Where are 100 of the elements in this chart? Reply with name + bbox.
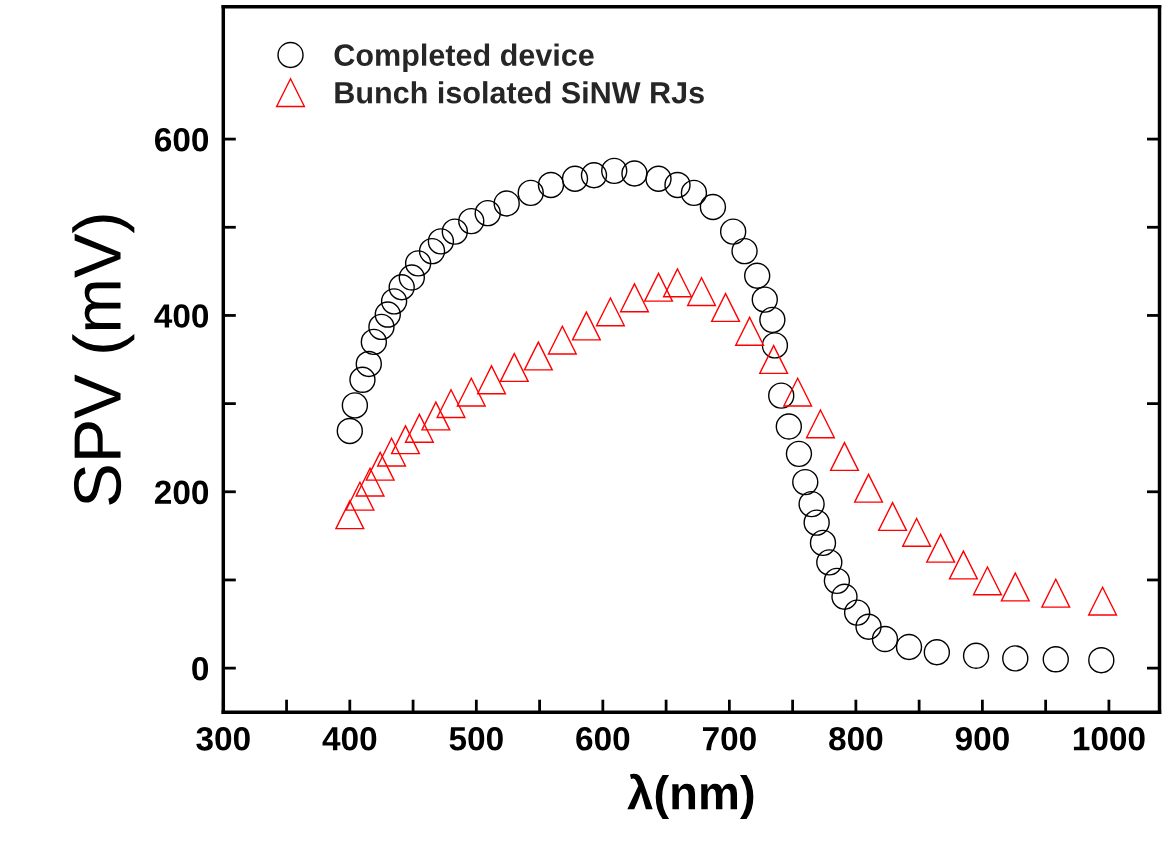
y-tick-label: 600 — [155, 127, 209, 152]
point — [843, 599, 871, 626]
point — [643, 272, 674, 302]
point — [621, 160, 648, 187]
point — [877, 501, 908, 532]
point — [664, 171, 691, 199]
y-tick-label: 200 — [154, 480, 209, 505]
point — [855, 613, 882, 640]
point — [390, 425, 421, 455]
point — [699, 193, 727, 221]
x-tick-label: 800 — [829, 726, 883, 751]
x-tick-label: 700 — [702, 726, 756, 751]
point — [719, 218, 747, 245]
point — [831, 583, 858, 610]
y-axis-title: SPV (mV) — [72, 215, 135, 505]
point — [783, 377, 813, 407]
point — [751, 286, 778, 313]
point — [619, 283, 650, 313]
point — [871, 625, 899, 653]
point — [458, 207, 485, 235]
point — [1088, 646, 1115, 674]
point — [580, 162, 608, 189]
point — [441, 218, 469, 245]
y-tick-label: 400 — [154, 304, 209, 328]
point — [365, 451, 395, 481]
point — [895, 633, 923, 661]
point — [829, 441, 860, 472]
point — [523, 341, 553, 371]
point — [388, 274, 415, 301]
point — [537, 171, 565, 199]
point — [962, 642, 990, 669]
point — [761, 332, 789, 359]
point — [561, 165, 589, 192]
point — [926, 533, 956, 563]
point — [547, 325, 577, 355]
point — [853, 473, 884, 503]
point — [345, 481, 375, 511]
point — [902, 517, 932, 547]
point — [775, 413, 803, 440]
point — [368, 313, 395, 341]
point — [792, 468, 819, 496]
point — [427, 228, 455, 255]
point — [823, 567, 851, 595]
point — [595, 297, 626, 327]
point — [1042, 646, 1069, 673]
point — [499, 352, 529, 383]
point — [341, 392, 369, 419]
point — [349, 366, 376, 394]
point — [662, 268, 693, 298]
legend-label: Bunch isolated SiNW RJs — [335, 81, 704, 104]
point — [418, 237, 446, 265]
point — [355, 467, 385, 497]
point — [474, 199, 501, 227]
point — [803, 509, 830, 536]
point — [923, 639, 951, 666]
point — [571, 311, 601, 341]
point — [1002, 645, 1029, 672]
y-tick-label: 0 — [192, 656, 209, 681]
point — [972, 566, 1003, 596]
point — [809, 529, 837, 557]
point — [336, 417, 364, 445]
point — [735, 316, 765, 346]
point — [731, 237, 758, 265]
x-tick-label: 400 — [322, 726, 377, 751]
point — [398, 264, 425, 291]
point — [360, 328, 388, 356]
x-tick-label: 1000 — [1073, 726, 1145, 751]
point — [436, 389, 466, 419]
point — [785, 440, 813, 468]
point — [601, 157, 628, 185]
point — [517, 179, 544, 207]
x-tick-label: 900 — [955, 726, 1009, 751]
point — [798, 490, 825, 518]
point — [335, 500, 365, 530]
point — [374, 301, 401, 328]
point — [645, 165, 672, 192]
point — [404, 413, 434, 443]
point — [493, 190, 520, 217]
point — [476, 365, 507, 395]
point — [376, 437, 407, 467]
point — [948, 550, 978, 580]
point — [816, 549, 843, 576]
point — [768, 382, 795, 409]
point — [710, 292, 741, 323]
point — [380, 288, 408, 315]
x-tick-label: 300 — [196, 726, 250, 751]
point — [759, 306, 786, 334]
point — [743, 262, 771, 289]
legend-label: Completed device — [334, 43, 594, 72]
point — [1087, 586, 1118, 616]
point — [1041, 578, 1071, 608]
x-axis-title: λ(nm) — [627, 773, 754, 820]
point — [759, 344, 789, 375]
point — [686, 277, 717, 307]
point — [456, 377, 486, 407]
point — [680, 179, 708, 207]
x-tick-label: 600 — [576, 726, 630, 751]
point — [404, 250, 432, 277]
point — [805, 409, 836, 439]
point — [421, 401, 451, 431]
